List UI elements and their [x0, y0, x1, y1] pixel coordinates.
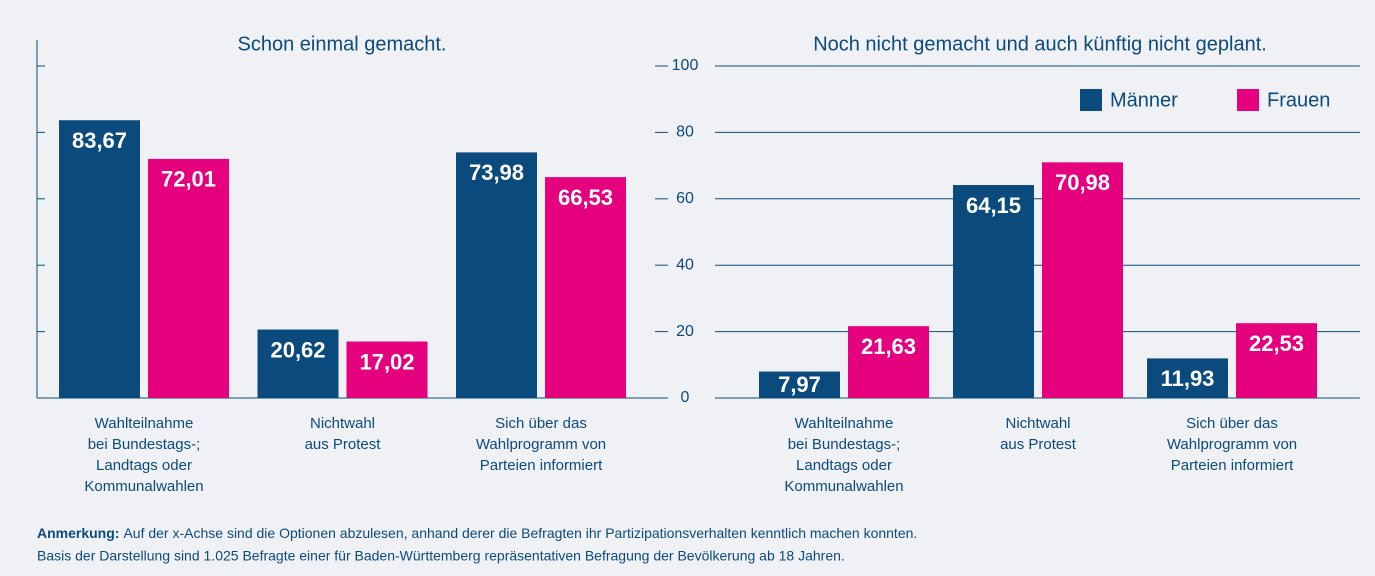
x-tick-label: Parteien informiert: [480, 457, 603, 474]
x-tick-label: bei Bundestags-;: [88, 436, 201, 453]
x-tick-label: bei Bundestags-;: [788, 436, 901, 453]
bar: [257, 329, 339, 398]
value-label: 72,01: [161, 167, 216, 192]
value-label: 66,53: [558, 185, 613, 210]
value-label: 7,97: [778, 372, 821, 397]
x-tick-label: Parteien informiert: [1171, 457, 1294, 474]
bar: [346, 341, 428, 398]
x-tick-label: Wahlteilnahme: [795, 415, 894, 432]
bar: [1236, 323, 1317, 398]
value-label: 70,98: [1055, 170, 1110, 195]
panel-title: Noch nicht gemacht und auch künftig nich…: [813, 33, 1267, 55]
legend-label: Frauen: [1267, 89, 1330, 111]
x-tick-label: Kommunalwahlen: [784, 478, 903, 495]
value-label: 20,62: [270, 337, 325, 362]
bar: [59, 120, 140, 398]
panel-title: Schon einmal gemacht.: [237, 33, 446, 55]
y-tick-label: 60: [676, 190, 694, 207]
legend-swatch: [1080, 89, 1102, 111]
legend-label: Männer: [1110, 89, 1178, 111]
bar: [953, 185, 1034, 398]
x-tick-label: Wahlteilnahme: [95, 415, 194, 432]
x-tick-label: Wahlprogramm von: [476, 436, 606, 453]
bar: [759, 371, 840, 398]
bar: [456, 152, 537, 398]
bar: [848, 326, 929, 398]
y-tick-label: 0: [681, 389, 690, 406]
value-label: 73,98: [469, 160, 524, 185]
bar: [148, 158, 229, 398]
x-tick-label: Landtags oder: [96, 457, 192, 474]
value-label: 64,15: [966, 193, 1021, 218]
note-line: Auf der x-Achse sind die Optionen abzule…: [123, 525, 917, 541]
legend-swatch: [1237, 89, 1259, 111]
y-tick-label: 40: [676, 256, 694, 273]
x-tick-label: Kommunalwahlen: [84, 478, 203, 495]
bar: [545, 177, 626, 398]
note: Anmerkung: Auf der x-Achse sind die Optio…: [37, 525, 917, 541]
x-tick-label: Sich über das: [1186, 415, 1278, 432]
bar: [1042, 162, 1123, 398]
y-tick-label: 20: [676, 323, 694, 340]
x-tick-label: Sich über das: [495, 415, 587, 432]
x-tick-label: Wahlprogramm von: [1167, 436, 1297, 453]
x-tick-label: Landtags oder: [796, 457, 892, 474]
x-tick-label: Nichtwahl: [310, 415, 375, 432]
value-label: 21,63: [861, 334, 916, 359]
x-tick-label: aus Protest: [1000, 436, 1077, 453]
value-label: 17,02: [359, 349, 414, 374]
y-tick-label: 100: [672, 57, 699, 74]
note-label: Anmerkung:: [37, 525, 119, 541]
x-tick-label: Nichtwahl: [1005, 415, 1070, 432]
value-label: 83,67: [72, 128, 127, 153]
bar: [1147, 358, 1228, 398]
x-tick-label: aus Protest: [305, 436, 382, 453]
value-label: 22,53: [1249, 331, 1304, 356]
y-tick-label: 80: [676, 124, 694, 141]
value-label: 11,93: [1161, 366, 1215, 391]
note-line: Basis der Darstellung sind 1.025 Befragt…: [37, 548, 845, 564]
